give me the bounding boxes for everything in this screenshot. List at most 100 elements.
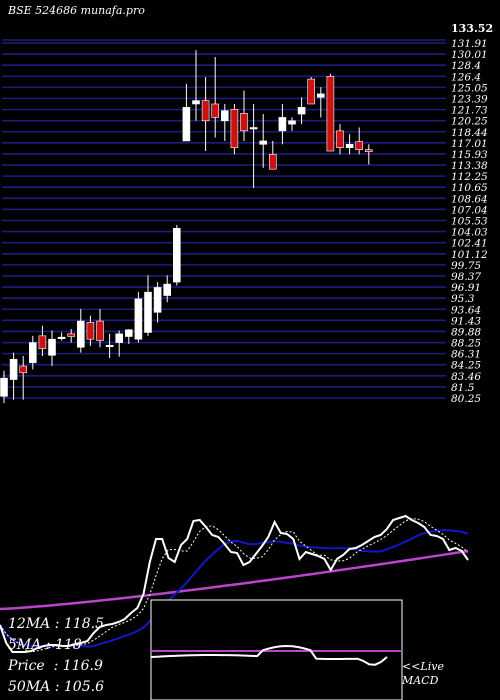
candle: [307, 77, 316, 105]
candle: [221, 103, 229, 141]
ma-slow-line: [0, 549, 469, 611]
macd-line: [150, 644, 388, 666]
candle: [153, 282, 162, 323]
candle-body: [77, 320, 85, 348]
tick-label: 108.64: [451, 193, 488, 205]
candle: [192, 50, 200, 121]
candle-body: [297, 107, 306, 115]
tick-label: 110.65: [451, 182, 488, 194]
candle-body: [19, 365, 28, 374]
price-line: [0, 514, 469, 653]
candle: [288, 117, 296, 131]
candle-body: [182, 107, 191, 142]
stat-12ma: 12MA : 118.5: [8, 616, 104, 632]
macd-label-line1: <<Live: [402, 660, 444, 673]
candle-body: [240, 113, 248, 132]
candle: [57, 332, 66, 341]
candle-body: [211, 103, 219, 118]
candle-body: [38, 335, 47, 349]
price-gridlines: [2, 39, 446, 399]
moving-average-panel: [0, 514, 469, 653]
tick-label: 105.53: [451, 216, 488, 228]
candle-body: [288, 120, 296, 125]
stats-box: 12MA : 118.5 5MA : 118 Price : 116.9 50M…: [8, 614, 104, 698]
ma-fast-line: [0, 517, 469, 653]
candle: [48, 330, 56, 367]
candle: [316, 87, 325, 118]
candle: [182, 83, 191, 142]
candle-body: [307, 78, 316, 105]
stat-50ma: 50MA : 105.6: [8, 679, 104, 695]
stat-value: 118: [54, 637, 82, 653]
tick-label: 81.5: [451, 382, 475, 394]
tick-label: 91.43: [451, 315, 481, 327]
tick-label: 115.93: [451, 149, 488, 161]
candle-body: [345, 144, 354, 148]
candle-body: [105, 344, 114, 348]
candle-body: [9, 359, 18, 380]
candle: [134, 292, 143, 343]
stat-5ma: 5MA : 118: [8, 637, 82, 653]
tick-label: 99.75: [451, 260, 481, 272]
stat-label: 50MA: [8, 679, 51, 695]
candle-body: [316, 93, 325, 98]
tick-label: 98.37: [451, 271, 481, 283]
candle-body: [67, 333, 75, 337]
tick-label: 86.31: [451, 349, 481, 361]
candle-body: [355, 141, 364, 150]
stat-label: 5MA: [8, 637, 42, 653]
candle: [268, 140, 277, 170]
candle: [0, 370, 8, 404]
tick-label: 101.12: [451, 249, 488, 261]
tick-label: 107.04: [451, 204, 488, 216]
macd-panel: [150, 599, 403, 700]
candle: [326, 73, 335, 152]
candle: [173, 224, 181, 286]
stat-value: 105.6: [63, 679, 104, 695]
tick-label: 104.03: [451, 227, 488, 239]
candle-body: [249, 127, 258, 130]
candle: [278, 103, 287, 145]
candle: [115, 330, 123, 357]
tick-label: 121.73: [451, 105, 488, 117]
tick-label: 83.46: [451, 371, 481, 383]
candle-body: [0, 377, 8, 397]
candle-body: [125, 329, 133, 337]
candle: [240, 90, 248, 141]
candle-body: [278, 117, 287, 132]
tick-label: 84.25: [451, 360, 481, 372]
stat-value: 116.9: [62, 658, 103, 674]
candle-body: [144, 291, 152, 333]
macd-label: <<Live MACD: [402, 660, 444, 688]
candle: [28, 335, 37, 370]
candle-body: [28, 342, 37, 364]
candle-body: [364, 149, 373, 152]
tick-label: 118.44: [451, 127, 488, 139]
candle-body: [268, 154, 277, 170]
candle-body: [221, 110, 229, 122]
candle: [163, 275, 171, 303]
candle-body: [57, 336, 66, 339]
candle: [297, 97, 306, 125]
price-axis-labels: 131.91130.01128.4126.4125.05123.39121.73…: [451, 38, 488, 405]
tick-label: 88.25: [451, 338, 481, 350]
candle: [355, 127, 364, 155]
candle: [144, 275, 152, 336]
stat-label: Price: [8, 658, 50, 674]
top-price-label: 133.52: [451, 22, 494, 35]
candle: [9, 352, 18, 400]
tick-label: 112.25: [451, 171, 488, 183]
stat-label: 12MA: [8, 616, 51, 632]
candle-body: [326, 76, 335, 152]
candle-body: [153, 287, 162, 313]
candle-body: [336, 130, 344, 148]
candle: [336, 124, 344, 155]
tick-label: 126.4: [451, 71, 481, 83]
candle: [105, 333, 114, 359]
tick-label: 113.38: [451, 160, 488, 172]
tick-label: 95.3: [451, 293, 475, 305]
candle-body: [48, 338, 56, 356]
tick-label: 131.91: [451, 38, 488, 50]
candle-body: [173, 228, 181, 283]
